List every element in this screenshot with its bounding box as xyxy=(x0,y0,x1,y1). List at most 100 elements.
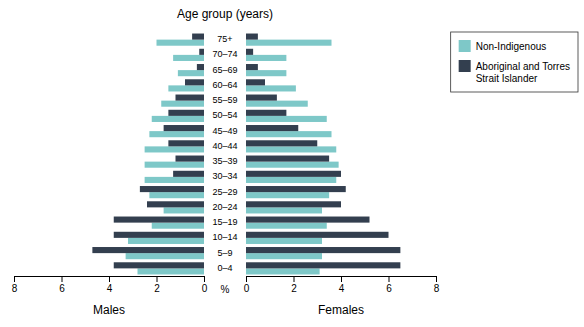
bar xyxy=(152,116,204,122)
tick-mark xyxy=(341,276,342,282)
tick-mark xyxy=(294,276,295,282)
bar xyxy=(168,110,204,116)
bar-series xyxy=(246,40,339,275)
category-label: 25–29 xyxy=(212,187,237,197)
bar xyxy=(149,192,204,198)
tick-mark xyxy=(14,276,15,282)
category-label: 30–34 xyxy=(212,171,237,181)
tick-label: 8 xyxy=(12,283,18,294)
category-label: 40–44 xyxy=(212,141,237,151)
bar xyxy=(246,201,341,207)
bar xyxy=(176,156,205,162)
bar xyxy=(92,247,204,253)
tick-mark xyxy=(109,276,110,282)
legend-swatch xyxy=(459,40,471,52)
tick-mark xyxy=(157,276,158,282)
bar xyxy=(173,55,204,61)
x-axis-label: Males xyxy=(93,303,125,317)
bar xyxy=(246,70,286,76)
tick-label: 4 xyxy=(107,283,113,294)
bar xyxy=(199,49,204,55)
category-labels: 75+70–7465–6960–6455–5950–5445–4940–4435… xyxy=(212,34,237,273)
bar xyxy=(246,116,327,122)
bar-series xyxy=(92,34,204,269)
category-label: 5–9 xyxy=(217,248,232,258)
bar xyxy=(178,70,204,76)
bar xyxy=(145,162,204,168)
bar xyxy=(185,79,204,85)
bar xyxy=(246,186,346,192)
bar xyxy=(138,268,205,274)
bar xyxy=(152,223,204,229)
axis-line xyxy=(247,277,437,283)
bar xyxy=(246,177,336,183)
bar xyxy=(246,140,317,146)
tick-label: 0 xyxy=(202,283,208,294)
bar xyxy=(126,253,204,259)
bar xyxy=(145,177,204,183)
bar xyxy=(161,101,204,107)
x-axis: 02468 xyxy=(12,276,208,294)
bar xyxy=(246,207,322,213)
axis-line xyxy=(15,277,205,283)
bar xyxy=(168,140,204,146)
category-label: 55–59 xyxy=(212,95,237,105)
category-label: 35–39 xyxy=(212,156,237,166)
bar xyxy=(246,171,341,177)
bar xyxy=(128,238,204,244)
bar xyxy=(246,85,296,91)
bar xyxy=(246,101,308,107)
tick-mark xyxy=(62,276,63,282)
bar xyxy=(164,207,204,213)
tick: 4 xyxy=(339,276,345,294)
bar xyxy=(157,40,205,46)
tick: 0 xyxy=(202,276,208,294)
bar xyxy=(246,262,400,268)
bar xyxy=(246,156,329,162)
tick: 8 xyxy=(434,276,440,294)
bar xyxy=(147,201,204,207)
bar xyxy=(246,131,332,137)
tick: 0 xyxy=(244,276,250,294)
category-label: 70–74 xyxy=(212,49,237,59)
bar xyxy=(197,64,204,70)
tick-label: 0 xyxy=(244,283,250,294)
bar xyxy=(246,223,327,229)
tick: 8 xyxy=(12,276,18,294)
tick-label: 2 xyxy=(291,283,297,294)
bars xyxy=(92,34,204,275)
bar xyxy=(246,268,320,274)
bar xyxy=(246,110,286,116)
category-label: 20–24 xyxy=(212,202,237,212)
tick: 4 xyxy=(107,276,113,294)
x-axis-label: Females xyxy=(318,303,364,317)
category-label: 50–54 xyxy=(212,110,237,120)
bar xyxy=(114,262,204,268)
legend-frame xyxy=(451,32,578,92)
tick-mark xyxy=(204,276,205,282)
tick-label: 6 xyxy=(386,283,392,294)
bar xyxy=(246,95,277,101)
bars xyxy=(246,34,400,275)
bar xyxy=(114,217,204,223)
tick-mark xyxy=(389,276,390,282)
bar xyxy=(246,253,322,259)
bar xyxy=(246,247,400,253)
bar xyxy=(246,40,332,46)
tick-mark xyxy=(436,276,437,282)
bar xyxy=(246,146,336,152)
category-label: 15–19 xyxy=(212,217,237,227)
bar-series xyxy=(126,40,204,275)
title: Age group (years) xyxy=(177,7,273,21)
tick: 2 xyxy=(154,276,160,294)
category-label: 0–4 xyxy=(217,263,232,273)
bar xyxy=(164,125,204,131)
bar xyxy=(176,95,205,101)
bar xyxy=(192,34,204,40)
bar xyxy=(168,85,204,91)
category-label: 60–64 xyxy=(212,80,237,90)
tick-label: 8 xyxy=(434,283,440,294)
bar xyxy=(246,49,253,55)
legend-label: Non-Indigenous xyxy=(476,41,547,52)
bar xyxy=(246,64,258,70)
